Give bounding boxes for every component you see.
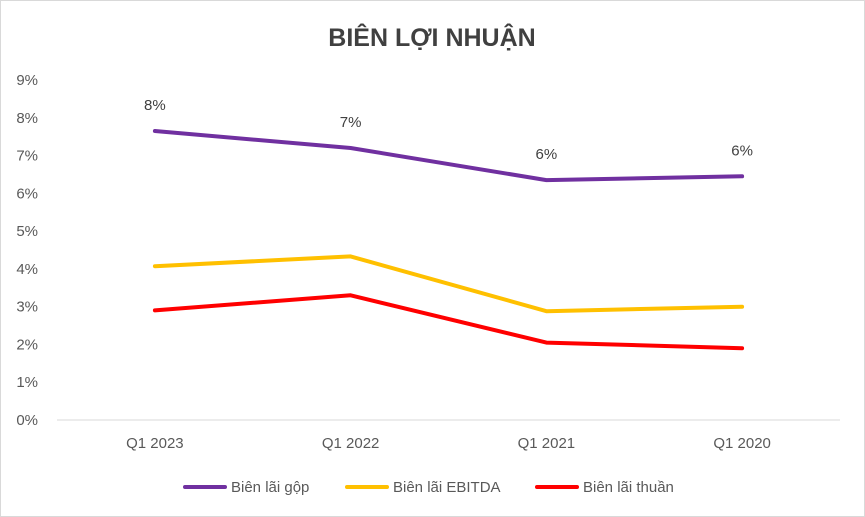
x-tick-label: Q1 2021 [518,435,576,452]
y-tick-label: 2% [16,336,38,353]
data-label: 8% [144,97,166,114]
y-tick-label: 6% [16,185,38,202]
data-label: 6% [731,142,753,159]
y-tick-label: 5% [16,223,38,240]
y-tick-label: 7% [16,148,38,165]
y-tick-label: 0% [16,412,38,429]
data-label: 6% [536,146,558,163]
legend-label: Biên lãi gộp [231,479,309,496]
series-line-2 [152,254,745,314]
series-lines [152,129,745,351]
x-tick-label: Q1 2023 [126,435,184,452]
series-line-3 [152,293,745,351]
y-tick-label: 1% [16,374,38,391]
series-line-1 [152,129,745,183]
x-tick-label: Q1 2022 [322,435,380,452]
data-label: 7% [340,114,362,131]
chart-title: BIÊN LỢI NHUẬN [328,22,535,52]
y-tick-label: 8% [16,110,38,127]
y-tick-label: 4% [16,261,38,278]
legend-label: Biên lãi EBITDA [393,479,501,496]
x-axis-ticks: Q1 2023 Q1 2022 Q1 2021 Q1 2020 [126,435,771,452]
legend-label: Biên lãi thuần [583,479,674,496]
x-tick-label: Q1 2020 [713,435,771,452]
data-labels: 8% 7% 6% 6% [144,97,753,163]
y-tick-label: 3% [16,299,38,316]
y-axis-ticks: 0% 1% 2% 3% 4% 5% 6% 7% 8% 9% [16,72,38,429]
legend: Biên lãi gộp Biên lãi EBITDA Biên lãi thuầ… [183,479,674,496]
y-tick-label: 9% [16,72,38,89]
